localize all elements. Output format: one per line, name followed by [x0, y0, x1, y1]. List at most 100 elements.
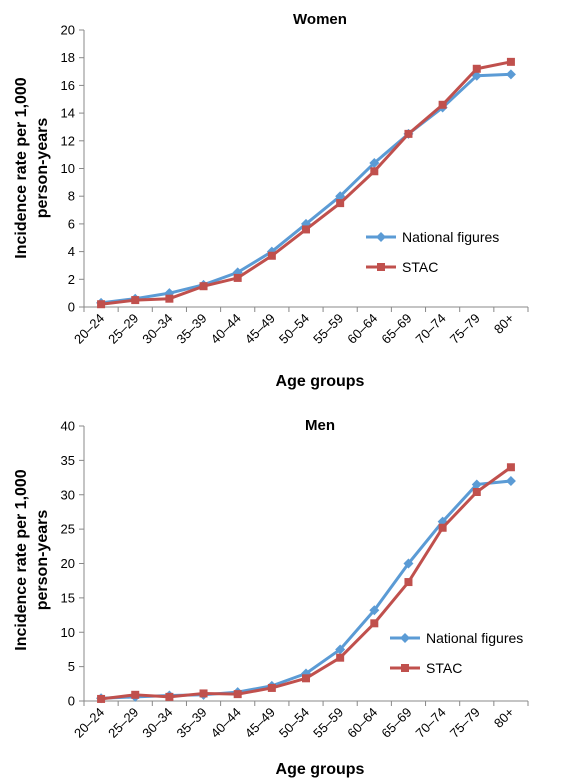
women-y-tick-label: 12 [61, 133, 75, 148]
women-stac-point [267, 251, 276, 260]
men-stac-point [370, 619, 379, 628]
men-legend-swatch-marker [400, 633, 410, 643]
women-stac-point [472, 64, 481, 73]
women-x-tick-label: 30–34 [139, 311, 175, 347]
men-x-tick-label: 70–74 [413, 705, 449, 741]
men-x-tick-label: 55–59 [310, 705, 346, 741]
men-chart-title: Men [305, 417, 335, 434]
women-stac-point [404, 129, 413, 138]
men-stac-point [472, 488, 481, 496]
women-x-tick-label: 60–64 [344, 311, 380, 347]
women-stac-point [165, 294, 174, 303]
women-stac-point [438, 100, 447, 109]
men-y-tick-label: 5 [68, 659, 75, 674]
women-national-figures-line [100, 72, 511, 305]
women-stac-point [233, 273, 242, 282]
men-legend-item-stac: STAC [390, 660, 462, 676]
men-stac-point [199, 689, 208, 698]
women-national-figures-point [369, 157, 380, 168]
women-stac-point [336, 199, 345, 208]
men-legend-label: National figures [426, 630, 523, 646]
men-stac-point [336, 653, 345, 662]
men-x-tick-label: 45–49 [242, 705, 278, 741]
men-stac-point [506, 463, 515, 472]
men-national-figures-point [505, 476, 516, 486]
men-national-figures-point [335, 644, 346, 655]
men-stac-point [404, 578, 413, 587]
men-x-tick-label: 80+ [491, 705, 517, 731]
women-x-tick-label: 35–39 [173, 311, 209, 347]
men-stac-point [302, 674, 310, 683]
women-legend-item-national-figures: National figures [366, 229, 499, 245]
women-y-tick-label: 8 [68, 189, 75, 204]
men-y-tick-label: 40 [61, 419, 75, 434]
men-x-tick-label: 60–64 [344, 705, 380, 741]
women-y-tick-label: 18 [61, 50, 75, 65]
men-y-tick-label: 10 [61, 625, 75, 640]
men-y-axis-title-line: Incidence rate per 1,000 [13, 469, 30, 651]
women-y-axis-title-line: Incidence rate per 1,000 [13, 77, 30, 259]
men-stac-point [97, 694, 106, 703]
men-stac-point [131, 690, 140, 699]
women-y-tick-label: 0 [68, 300, 75, 315]
women-y-tick-label: 6 [68, 216, 75, 231]
women-y-tick-label: 2 [68, 272, 75, 287]
men-y-tick-label: 15 [61, 590, 75, 605]
women-x-axis-title: Age groups [276, 373, 365, 390]
women-x-tick-label: 20–24 [71, 311, 107, 347]
women-x-tick-label: 70–74 [413, 311, 449, 347]
women-x-tick-label: 40–44 [208, 311, 244, 347]
women-y-tick-label: 4 [68, 244, 75, 259]
women-x-tick-label: 75–79 [447, 311, 483, 347]
women-legend-item-stac: STAC [366, 259, 438, 275]
women-legend-swatch-marker [377, 263, 385, 271]
men-x-tick-label: 65–69 [378, 705, 414, 741]
men-x-tick-label: 20–24 [71, 705, 107, 741]
men-national-figures-point [471, 479, 482, 490]
women-y-tick-label: 20 [61, 23, 75, 38]
men-y-tick-label: 20 [61, 556, 75, 571]
women-y-tick-label: 14 [61, 106, 75, 121]
men-stac-point [165, 692, 174, 701]
women-legend-label: STAC [402, 259, 438, 275]
men-y-tick-label: 0 [68, 694, 75, 709]
women-stac-line [100, 60, 512, 306]
women-x-tick-label: 50–54 [276, 311, 312, 347]
men-x-tick-label: 25–29 [105, 705, 141, 741]
women-chart-title: Women [293, 11, 347, 28]
women-stac-point [302, 225, 310, 234]
men-national-figures-point [403, 558, 414, 569]
men-stac-point [438, 523, 447, 532]
men-y-axis-title-line: person-years [34, 510, 51, 611]
women-national-figures-point [505, 69, 516, 80]
men-national-figures-point [369, 605, 380, 616]
women-stac-point [370, 167, 379, 176]
men-y-tick-label: 35 [61, 453, 75, 468]
men-stac-point [267, 683, 276, 692]
women-y-tick-label: 10 [61, 161, 75, 176]
women-y-axis-title: Incidence rate per 1,000 person-years [13, 77, 51, 259]
men-x-tick-label: 50–54 [276, 705, 312, 741]
women-legend-swatch-marker [376, 232, 386, 242]
men-y-axis-title: Incidence rate per 1,000 person-years [13, 469, 51, 651]
men-x-tick-label: 75–79 [447, 705, 483, 741]
men-legend-item-national-figures: National figures [390, 630, 523, 646]
women-legend-label: National figures [402, 229, 499, 245]
men-x-tick-label: 30–34 [139, 705, 175, 741]
women-x-tick-label: 45–49 [242, 311, 278, 347]
women-stac-point [97, 300, 106, 309]
women-x-tick-label: 55–59 [310, 311, 346, 347]
women-stac-point [131, 296, 140, 305]
women-y-tick-label: 16 [61, 78, 75, 93]
women-stac-point [199, 282, 208, 291]
men-x-axis-title: Age groups [276, 761, 365, 778]
men-chart: Men051015202530354020–2425–2930–3435–394… [13, 417, 529, 778]
women-stac-point [506, 57, 515, 66]
men-legend-label: STAC [426, 660, 462, 676]
women-x-tick-label: 80+ [491, 311, 517, 337]
men-y-tick-label: 30 [61, 487, 75, 502]
men-x-tick-label: 35–39 [173, 705, 209, 741]
women-x-tick-label: 25–29 [105, 311, 141, 347]
women-chart: Women 0 2 4 6 8 10 12 14 16 18 20 20–2425–2930–3435–… [13, 11, 529, 390]
